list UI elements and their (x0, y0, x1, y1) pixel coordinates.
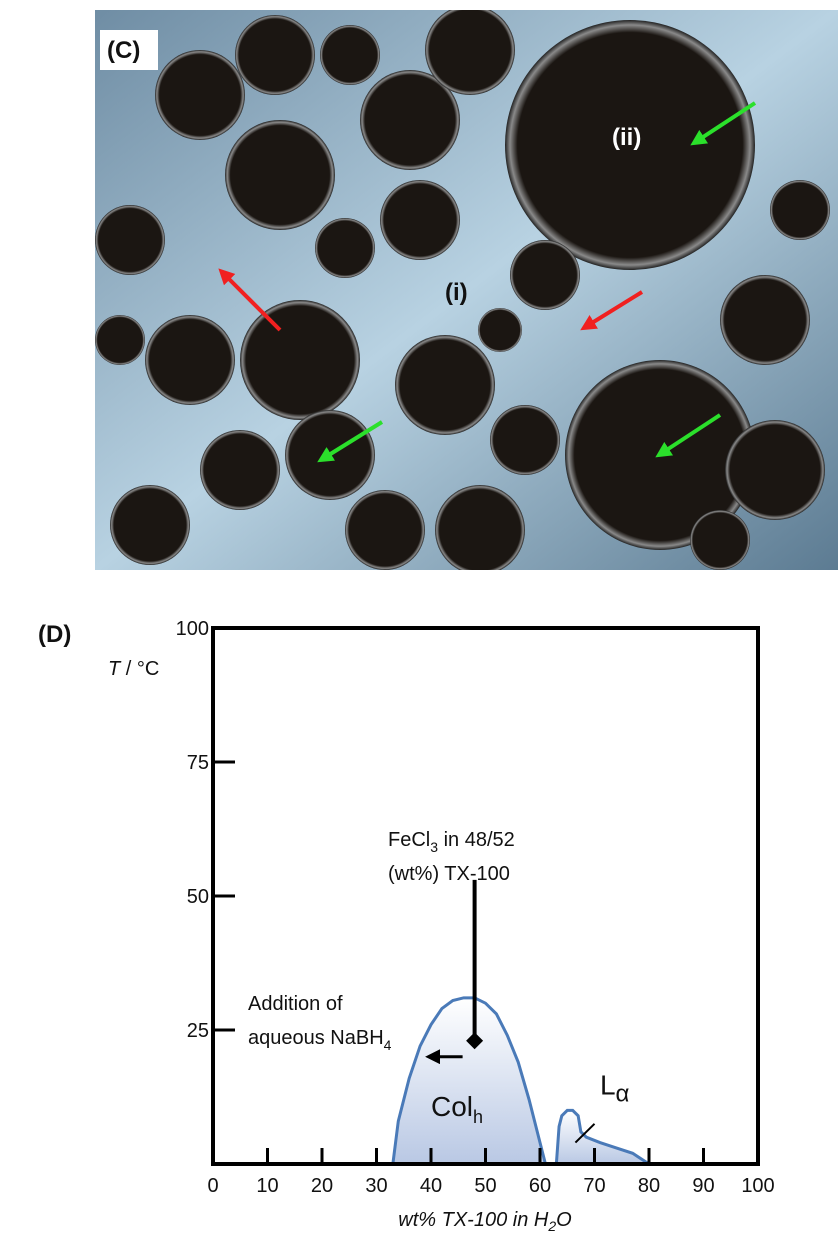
droplet (225, 120, 335, 230)
x-tick-label: 40 (420, 1175, 442, 1197)
x-tick-label: 80 (638, 1175, 660, 1197)
droplet (478, 308, 522, 352)
droplet (720, 275, 810, 365)
x-tick-label: 30 (365, 1175, 387, 1197)
text: FeCl (388, 829, 430, 851)
text: 3 (430, 839, 438, 855)
droplet (235, 15, 315, 95)
x-tick-label: 60 (529, 1175, 551, 1197)
droplet (770, 180, 830, 240)
droplet (425, 5, 515, 95)
x-tick-label: 70 (583, 1175, 605, 1197)
text: α (616, 1080, 630, 1107)
annotation: Addition of (248, 993, 343, 1015)
x-tick-label: 100 (741, 1175, 774, 1197)
annotation: (wt%) TX-100 (388, 863, 510, 885)
x-tick-label: 50 (474, 1175, 496, 1197)
text: Col (431, 1091, 473, 1122)
text: in 48/52 (438, 829, 515, 851)
region-label: (ii) (612, 124, 641, 151)
droplet (200, 430, 280, 510)
panel-label: (C) (107, 37, 140, 64)
text: 4 (384, 1037, 392, 1053)
droplet (395, 335, 495, 435)
droplet (435, 485, 525, 575)
region-label: (i) (445, 279, 468, 306)
droplet (510, 240, 580, 310)
text: L (600, 1069, 616, 1100)
y-tick-label: 25 (187, 1020, 209, 1042)
droplet (95, 315, 145, 365)
droplet (690, 510, 750, 570)
y-tick-label: 100 (176, 618, 209, 640)
panel-label: (D) (38, 621, 71, 648)
phase-region (556, 1110, 649, 1164)
region-label: Lα (600, 1069, 630, 1107)
annotation: aqueous NaBH4 (248, 1027, 392, 1053)
text: aqueous NaBH (248, 1027, 384, 1049)
phase-region (393, 998, 546, 1164)
y-tick-label: 50 (187, 886, 209, 908)
x-tick-label: 10 (256, 1175, 278, 1197)
figure: (C) (ii) (i) (D) T / °C wt% TX-100 in H2… (0, 0, 838, 1235)
y-tick-label: 75 (187, 752, 209, 774)
x-tick-label: 90 (692, 1175, 714, 1197)
x-tick-label: 0 (207, 1175, 218, 1197)
droplet (240, 300, 360, 420)
x-tick-label: 20 (311, 1175, 333, 1197)
droplet (95, 205, 165, 275)
droplet (155, 50, 245, 140)
x-axis-label: wt% TX-100 in H2O (398, 1209, 571, 1234)
droplet (110, 485, 190, 565)
annotation: FeCl3 in 48/52 (388, 829, 515, 855)
droplet (380, 180, 460, 260)
text: h (473, 1107, 483, 1127)
y-axis-label: T / °C (108, 658, 159, 680)
droplet (725, 420, 825, 520)
droplet (345, 490, 425, 570)
droplet (490, 405, 560, 475)
droplet (145, 315, 235, 405)
droplet (315, 218, 375, 278)
droplet (320, 25, 380, 85)
